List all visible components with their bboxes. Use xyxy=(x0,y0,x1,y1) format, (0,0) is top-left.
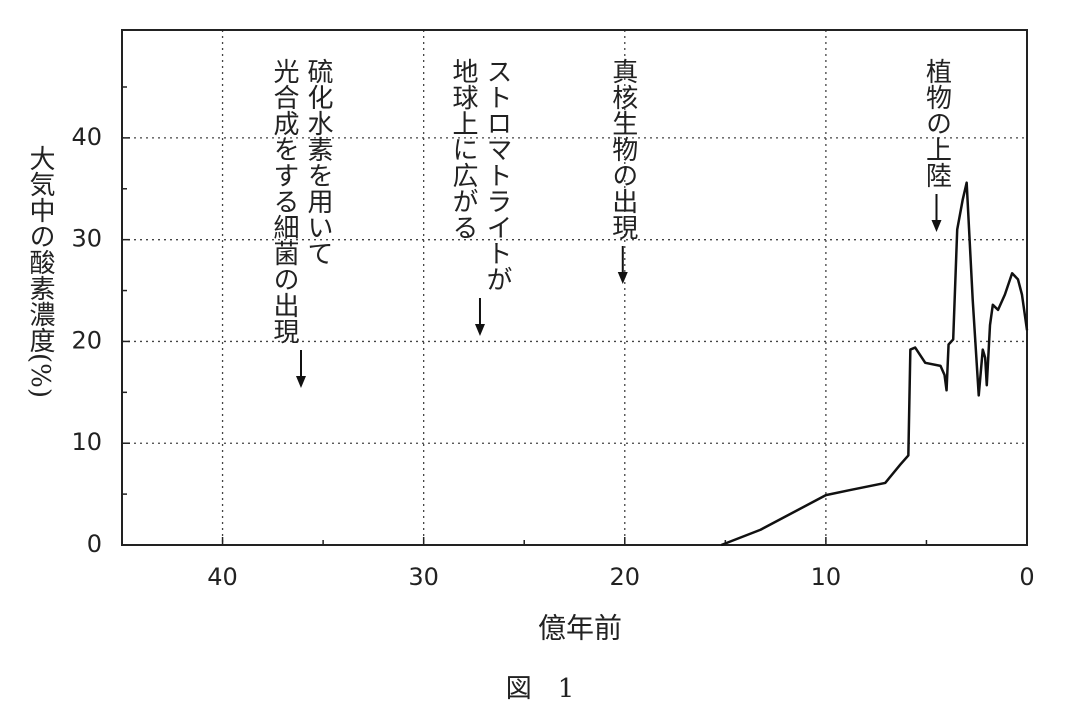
y-tick-label: 10 xyxy=(71,428,102,456)
annotation-text: 硫化水素を用いて xyxy=(303,58,333,266)
y-tick-label: 20 xyxy=(71,326,102,354)
x-tick-label: 30 xyxy=(408,563,439,591)
y-tick-label: 40 xyxy=(71,123,102,151)
x-tick-label: 10 xyxy=(811,563,842,591)
annotation-arrowhead xyxy=(931,220,942,232)
x-tick-label: 40 xyxy=(207,563,238,591)
data-line xyxy=(720,181,1029,547)
x-tick-label: 20 xyxy=(610,563,641,591)
annotation-text: 地球上に広がる xyxy=(448,58,478,240)
annotation-text: 光合成をする細菌の出現 xyxy=(269,58,299,344)
annotation-arrowhead xyxy=(295,376,306,388)
caption: 図 1 xyxy=(506,674,575,704)
annotation-text: 真核生物の出現 xyxy=(608,58,638,240)
y-tick-label: 30 xyxy=(71,225,102,253)
annotation-arrowhead xyxy=(474,324,485,336)
annotation-text: ストロマトライトが xyxy=(482,58,512,292)
plot-frame xyxy=(121,29,1028,546)
x-axis-label: 億年前 xyxy=(538,612,622,645)
y-axis-label: 大気中の酸素濃度(%) xyxy=(25,145,55,398)
annotation-text: 植物の上陸 xyxy=(922,58,952,188)
x-tick-label: 0 xyxy=(1019,563,1034,591)
y-tick-label: 0 xyxy=(87,530,102,558)
annotation-arrowhead xyxy=(617,272,628,284)
